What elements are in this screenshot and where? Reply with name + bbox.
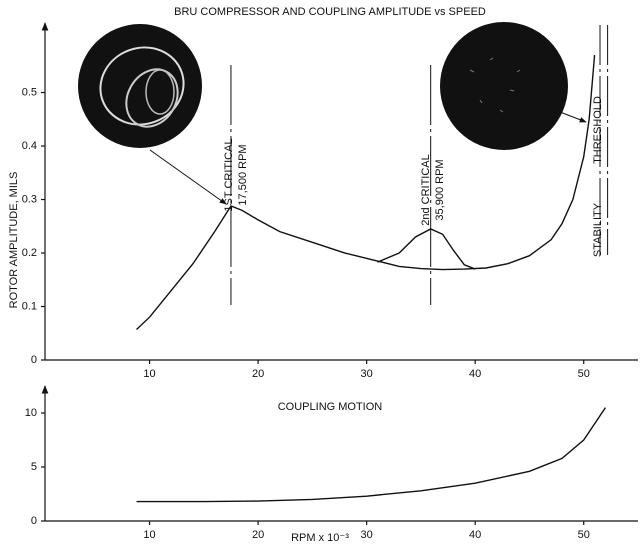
annotation: STABILITY xyxy=(592,202,604,257)
y-tick-label: 0.3 xyxy=(22,193,37,205)
chart-title: BRU COMPRESSOR AND COUPLING AMPLITUDE vs… xyxy=(174,6,486,18)
x-tick-label: 30 xyxy=(361,529,373,541)
line xyxy=(137,408,606,502)
arrow xyxy=(150,150,226,204)
x-tick-label: 40 xyxy=(469,529,481,541)
x-tick-label: 10 xyxy=(143,368,155,380)
x-tick-label: 50 xyxy=(578,529,590,541)
annotation: THRESHOLD xyxy=(592,96,604,164)
y-tick-label: 0.2 xyxy=(22,247,37,259)
photo-left xyxy=(78,24,202,148)
y-tick-label: 0.5 xyxy=(22,86,37,98)
y-tick-label: 10 xyxy=(25,407,37,419)
arrow xyxy=(560,112,586,122)
x-tick-label: 30 xyxy=(361,368,373,380)
annotation: COUPLING MOTION xyxy=(278,401,383,413)
photo-right xyxy=(440,22,568,150)
y-tick-label: 5 xyxy=(31,461,37,473)
annotation: 17,500 RPM xyxy=(237,144,249,205)
x-tick-label: 20 xyxy=(252,529,264,541)
x-tick-label: 10 xyxy=(143,529,155,541)
annotation: 35,900 RPM xyxy=(434,159,446,220)
y-tick-label: 0 xyxy=(31,515,37,527)
annotation: 1ST CRITICAL xyxy=(223,138,235,211)
x-tick-label: 20 xyxy=(252,368,264,380)
x-tick-label: 50 xyxy=(578,368,590,380)
y-tick-label: 0.1 xyxy=(22,300,37,312)
y-axis-label: ROTOR AMPLITUDE, MILS xyxy=(8,172,20,309)
y-tick-label: 0 xyxy=(31,354,37,366)
line xyxy=(377,229,475,269)
x-tick-label: 40 xyxy=(469,368,481,380)
y-tick-label: 0.4 xyxy=(22,140,37,152)
annotation: 2nd CRITICAL xyxy=(420,154,432,226)
x-axis-label: RPM x 10⁻³ xyxy=(291,532,349,544)
chart: BRU COMPRESSOR AND COUPLING AMPLITUDE vs… xyxy=(0,0,641,545)
